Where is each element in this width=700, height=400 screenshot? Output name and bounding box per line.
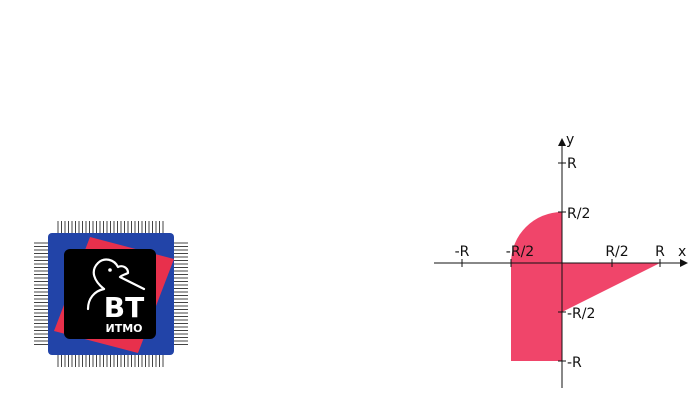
x-axis-arrow [680,259,688,267]
area-graph[interactable]: x y -R -R/2 R/2 R R R/2 -R/2 -R [430,128,700,392]
y-tick-label: R [567,156,577,172]
x-tick-label: R [655,244,665,260]
logo-itmo-text: ИТМО [105,322,142,335]
logo-bt-text: BT [104,291,144,324]
area-rectangle [511,263,562,361]
area-quarter-circle [511,212,562,263]
x-tick-label: R/2 [605,244,628,260]
itmo-vt-logo: BT ИТМО [34,221,188,367]
y-tick-label: R/2 [567,206,590,222]
y-tick-label: -R [567,355,582,371]
chip-core [64,249,156,339]
y-tick-label: -R/2 [567,306,595,322]
area-triangle [562,263,660,312]
chip-pins [34,221,188,367]
duck-icon [86,258,146,311]
x-tick-label: -R [455,244,470,260]
x-axis-label: x [678,244,686,260]
y-axis-arrow [558,138,566,146]
x-tick-label: -R/2 [506,244,534,260]
y-axis-label: y [566,132,574,148]
